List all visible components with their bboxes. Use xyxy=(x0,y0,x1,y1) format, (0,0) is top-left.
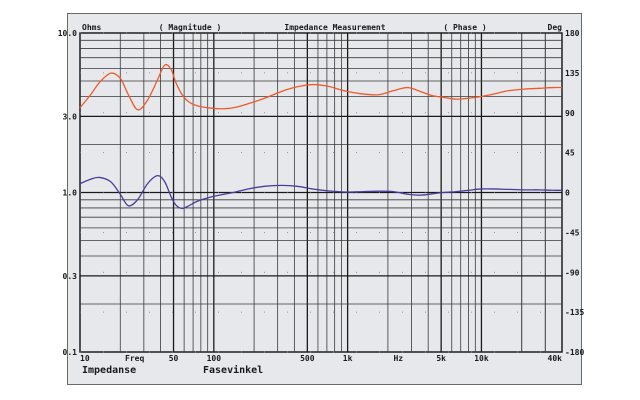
y-tick-label: 0.1 xyxy=(63,348,78,357)
y2-tick-label: 0 xyxy=(565,189,570,198)
impedance-magnitude-line xyxy=(79,63,563,111)
series-lines xyxy=(79,63,563,210)
x-tick-label: 50 xyxy=(169,354,179,363)
y-tick-label: 0.3 xyxy=(63,272,78,281)
legend-impedanse: Impedanse xyxy=(82,365,136,376)
y2-tick-label: -45 xyxy=(565,228,580,237)
chart-frame xyxy=(67,13,582,385)
magnitude-header: ( Magnitude ) xyxy=(159,22,222,32)
x-tick-label: 40k xyxy=(548,354,563,363)
y-tick-label: 1.0 xyxy=(63,189,78,198)
phase-header: ( Phase ) xyxy=(443,23,486,32)
x-tick-labels: 10 50 100 500 1k 5k 10k 40k xyxy=(80,354,562,363)
x-axis-freq-label: Freq xyxy=(125,354,144,363)
legend-fasevinkel: Fasevinkel xyxy=(203,364,263,376)
y-tick-labels: 10.0 3.0 1.0 0.3 0.1 xyxy=(58,29,77,357)
y2-tick-label: -90 xyxy=(565,268,580,277)
y-tick-label: 3.0 xyxy=(63,112,78,121)
y2-tick-label: -180 xyxy=(565,348,584,357)
y2-tick-label: -135 xyxy=(565,308,584,317)
y2-tick-label: 90 xyxy=(565,109,575,118)
y2-tick-labels: 180 135 90 45 0 -45 -90 -135 -180 xyxy=(565,29,584,357)
left-axis-header: Ohms xyxy=(82,23,101,32)
x-tick-label: 10k xyxy=(474,354,489,363)
x-tick-label: 5k xyxy=(436,354,446,363)
y2-tick-label: 45 xyxy=(565,149,575,158)
x-tick-label: 10 xyxy=(80,354,90,363)
grid xyxy=(79,32,563,353)
y2-tick-label: 135 xyxy=(565,69,580,78)
y2-tick-label: 180 xyxy=(565,29,580,38)
x-tick-label: 100 xyxy=(207,354,222,363)
x-tick-label: 1k xyxy=(343,354,353,363)
x-tick-label: 500 xyxy=(300,354,315,363)
x-axis-unit-label: Hz xyxy=(393,354,403,363)
right-axis-header: Deg xyxy=(548,23,563,32)
phase-angle-line xyxy=(79,175,563,210)
y-tick-label: 10.0 xyxy=(58,29,77,38)
chart-title: Impedance Measurement xyxy=(284,23,385,32)
